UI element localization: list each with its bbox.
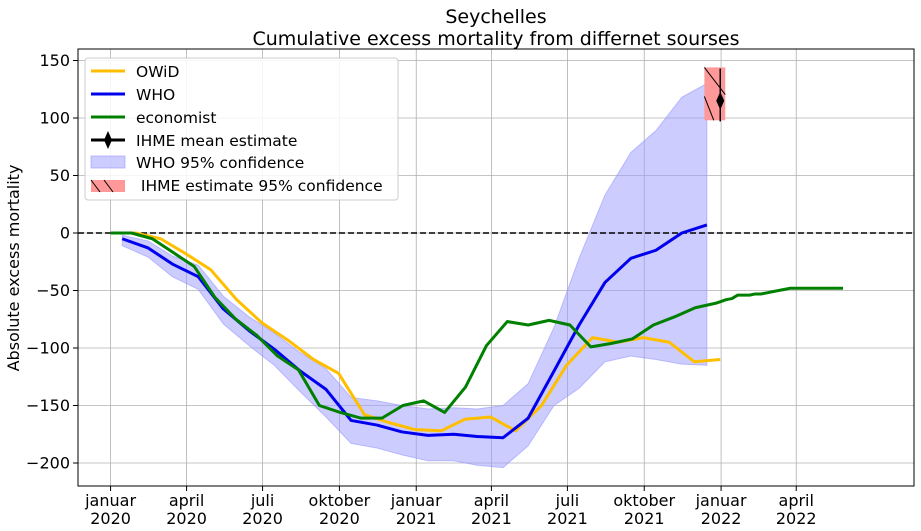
- x-tick-label-line: 2021: [396, 509, 437, 528]
- legend-label-economist: economist: [136, 109, 216, 127]
- x-tick-label-line: 2021: [471, 509, 512, 528]
- x-tick-label: april 2021: [471, 491, 512, 528]
- x-tick-label: januar 2022: [695, 491, 747, 528]
- x-tick-label: juli 2021: [547, 491, 588, 528]
- x-tick-label-line: oktober: [613, 491, 675, 510]
- y-tick-label: −150: [26, 396, 70, 415]
- legend-swatch-ihme-hatch-2: [103, 179, 114, 193]
- x-tick-label-line: januar: [84, 491, 136, 510]
- x-tick-label: oktober 2020: [309, 491, 371, 528]
- legend-swatch-who-band: [90, 155, 126, 169]
- y-tick-label: −100: [26, 339, 70, 358]
- x-tick-label-line: oktober: [309, 491, 371, 510]
- y-tick-label: 100: [39, 109, 70, 128]
- ihme-mean-marker: [716, 91, 725, 110]
- y-axis-ticks: −200 −150 −100 −50 0 50 100 150: [26, 51, 78, 473]
- x-tick-label-line: 2021: [547, 509, 588, 528]
- x-tick-label-line: 2020: [90, 509, 131, 528]
- x-tick-label-line: januar: [695, 491, 747, 510]
- x-tick-label-line: juli: [250, 491, 274, 510]
- x-tick-label: april 2022: [776, 491, 817, 528]
- series-lines: [110, 223, 844, 440]
- ihme-band-hatch: [703, 96, 715, 121]
- x-tick-label-line: april: [474, 491, 509, 510]
- who-confidence-band: [121, 82, 708, 469]
- legend-box: [84, 57, 399, 201]
- ihme-band-hatch: [703, 67, 726, 95]
- chart-title: Seychelles: [445, 6, 546, 28]
- legend-label-owid: OWiD: [136, 63, 179, 81]
- x-tick-label-line: 2020: [319, 509, 360, 528]
- legend-label-who: WHO: [136, 86, 175, 104]
- economist-line: [110, 231, 844, 420]
- legend-label-ihme-band: IHME estimate 95% confidence: [136, 177, 383, 195]
- y-tick-label: −200: [26, 454, 70, 473]
- x-tick-label-line: 2020: [166, 509, 207, 528]
- x-tick-label-line: 2022: [776, 509, 817, 528]
- x-tick-label: oktober 2021: [613, 491, 675, 528]
- legend-label-ihme-mean: IHME mean estimate: [136, 132, 297, 150]
- y-axis-label: Absolute excess mortality: [4, 165, 23, 372]
- x-tick-label-line: 2022: [701, 509, 742, 528]
- chart-subtitle: Cumulative excess mortality from differn…: [253, 28, 740, 50]
- plot-frame: [77, 48, 915, 487]
- legend: OWiD WHO economist IHME mean estimate WH…: [84, 57, 399, 201]
- x-tick-label-line: april: [169, 491, 204, 510]
- legend-swatch-ihme-diamond: [104, 131, 112, 149]
- x-tick-label: april 2020: [166, 491, 207, 528]
- y-tick-label: 50: [50, 166, 70, 185]
- x-tick-label: juli 2020: [242, 491, 283, 528]
- x-tick-label-line: 2020: [242, 509, 283, 528]
- x-tick-label: januar 2020: [84, 491, 136, 528]
- x-tick-label-line: januar: [390, 491, 442, 510]
- legend-label-who-band: WHO 95% confidence: [136, 154, 304, 172]
- y-tick-label: 0: [60, 224, 70, 243]
- x-tick-label-line: juli: [555, 491, 579, 510]
- legend-swatch-ihme-hatch-1: [90, 179, 101, 193]
- y-tick-label: 150: [39, 51, 70, 70]
- x-tick-label-line: 2021: [624, 509, 665, 528]
- ihme-marker-layer: [716, 68, 725, 122]
- x-tick-label-line: april: [779, 491, 814, 510]
- x-tick-label: januar 2021: [390, 491, 442, 528]
- ihme-confidence-band: [704, 67, 726, 121]
- y-tick-label: −50: [36, 281, 70, 300]
